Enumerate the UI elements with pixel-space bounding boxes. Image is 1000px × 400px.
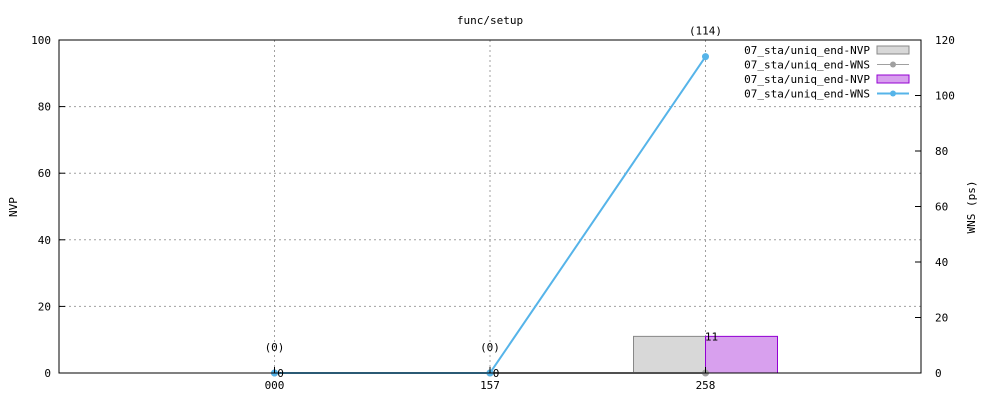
bar-value-label: 0 bbox=[277, 367, 284, 380]
y-right-tick-label: 20 bbox=[935, 312, 948, 325]
legend-swatch bbox=[877, 46, 909, 54]
legend-label: 07_sta/uniq_end-NVP bbox=[744, 44, 870, 57]
legend-marker bbox=[890, 91, 896, 97]
line-value-label: (0) bbox=[480, 341, 500, 354]
y-axis-left-label: NVP bbox=[7, 197, 20, 217]
bar-value-label: 11 bbox=[705, 330, 718, 343]
legend-label: 07_sta/uniq_end-WNS bbox=[744, 88, 870, 101]
series-point bbox=[702, 53, 709, 60]
y-left-tick-label: 20 bbox=[38, 300, 51, 313]
legend-label: 07_sta/uniq_end-NVP bbox=[744, 73, 870, 86]
legend: 07_sta/uniq_end-NVP07_sta/uniq_end-WNS07… bbox=[744, 44, 909, 101]
legend-marker bbox=[890, 62, 896, 68]
bar bbox=[634, 336, 706, 373]
line-value-label: (114) bbox=[689, 25, 722, 38]
y-right-tick-label: 120 bbox=[935, 34, 955, 47]
x-tick-label: 000 bbox=[265, 379, 285, 392]
legend-swatch bbox=[877, 75, 909, 83]
x-tick-label: 258 bbox=[696, 379, 716, 392]
y-left-tick-label: 80 bbox=[38, 101, 51, 114]
y-right-tick-label: 40 bbox=[935, 256, 948, 269]
y-right-tick-label: 60 bbox=[935, 201, 948, 214]
y-left-tick-label: 60 bbox=[38, 167, 51, 180]
y-left-tick-label: 100 bbox=[31, 34, 51, 47]
y-axis-right-label: WNS (ps) bbox=[965, 181, 978, 234]
legend-label: 07_sta/uniq_end-WNS bbox=[744, 59, 870, 72]
chart-title: func/setup bbox=[457, 14, 523, 27]
y-left-tick-label: 40 bbox=[38, 234, 51, 247]
x-tick-label: 157 bbox=[480, 379, 500, 392]
y-right-tick-label: 0 bbox=[935, 367, 942, 380]
line-value-label: (0) bbox=[265, 341, 285, 354]
y-right-tick-label: 80 bbox=[935, 145, 948, 158]
y-right-tick-label: 100 bbox=[935, 90, 955, 103]
bar-value-label: 0 bbox=[493, 367, 500, 380]
labels-layer: 0 0 11 (0) (0) (114) bbox=[265, 25, 723, 380]
y-left-tick-label: 0 bbox=[44, 367, 51, 380]
